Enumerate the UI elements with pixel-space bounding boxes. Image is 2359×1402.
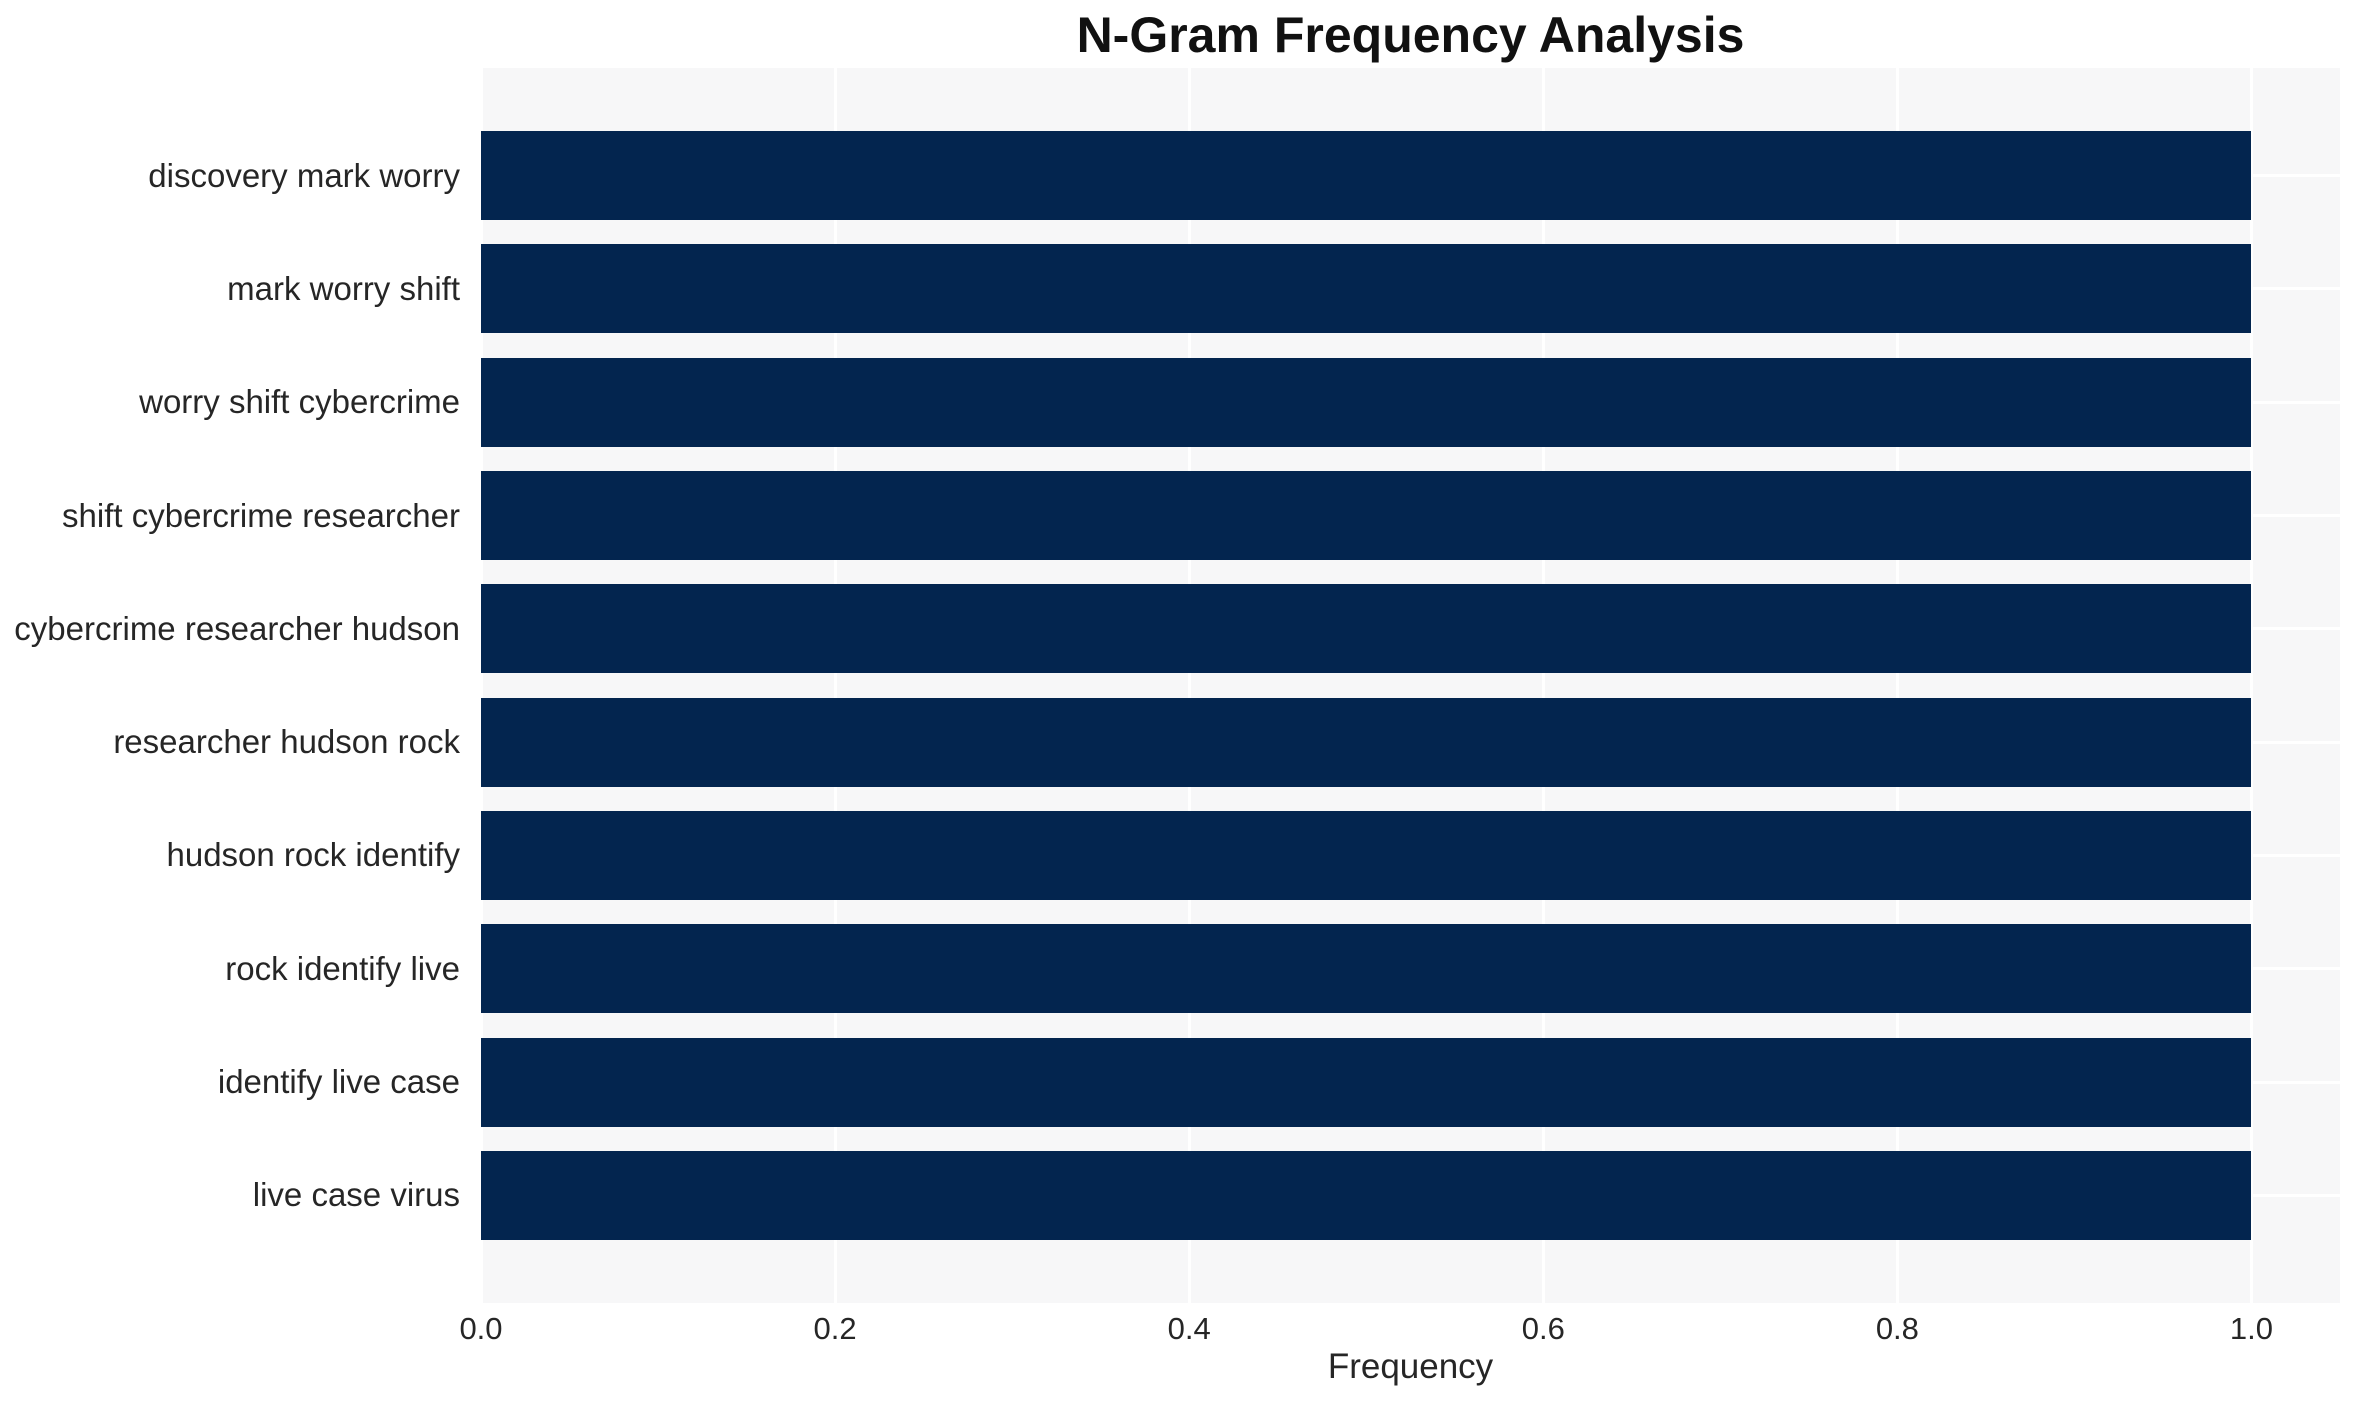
y-tick-label: researcher hudson rock <box>113 723 460 761</box>
bar <box>481 697 2252 787</box>
x-tick-label: 1.0 <box>2229 1311 2274 1346</box>
y-tick-label: cybercrime researcher hudson <box>14 609 460 647</box>
x-tick-label: 0.4 <box>1167 1311 1211 1346</box>
y-tick-label: identify live case <box>217 1063 460 1101</box>
x-axis-label: Frequency <box>1327 1347 1494 1386</box>
x-tick-label: 0.2 <box>813 1311 857 1346</box>
bar <box>481 131 2252 221</box>
x-gridline <box>1187 68 1191 1303</box>
x-gridline <box>2249 68 2253 1303</box>
chart-title: N-Gram Frequency Analysis <box>1076 7 1745 63</box>
x-gridline <box>479 68 483 1303</box>
y-tick-label: worry shift cybercrime <box>139 383 460 421</box>
bar <box>481 810 2252 900</box>
bar <box>481 924 2252 1014</box>
x-tick-label: 0.6 <box>1521 1311 1565 1346</box>
bar <box>481 584 2252 674</box>
plot-area <box>479 68 2340 1303</box>
y-tick-label: discovery mark worry <box>148 156 460 194</box>
y-tick-label: mark worry shift <box>227 269 460 307</box>
y-tick-label: hudson rock identify <box>166 836 460 874</box>
bar <box>481 1037 2252 1127</box>
bar <box>481 1150 2252 1240</box>
y-tick-label: live case virus <box>252 1176 460 1214</box>
x-gridline <box>833 68 837 1303</box>
x-gridline <box>1541 68 1545 1303</box>
x-tick-label: 0.0 <box>459 1311 503 1346</box>
y-tick-label: rock identify live <box>225 949 460 987</box>
x-gridline <box>1895 68 1899 1303</box>
y-tick-label: shift cybercrime researcher <box>62 496 460 534</box>
bar <box>481 357 2252 447</box>
x-tick-label: 0.8 <box>1875 1311 1919 1346</box>
bar <box>481 244 2252 334</box>
bar <box>481 471 2252 561</box>
